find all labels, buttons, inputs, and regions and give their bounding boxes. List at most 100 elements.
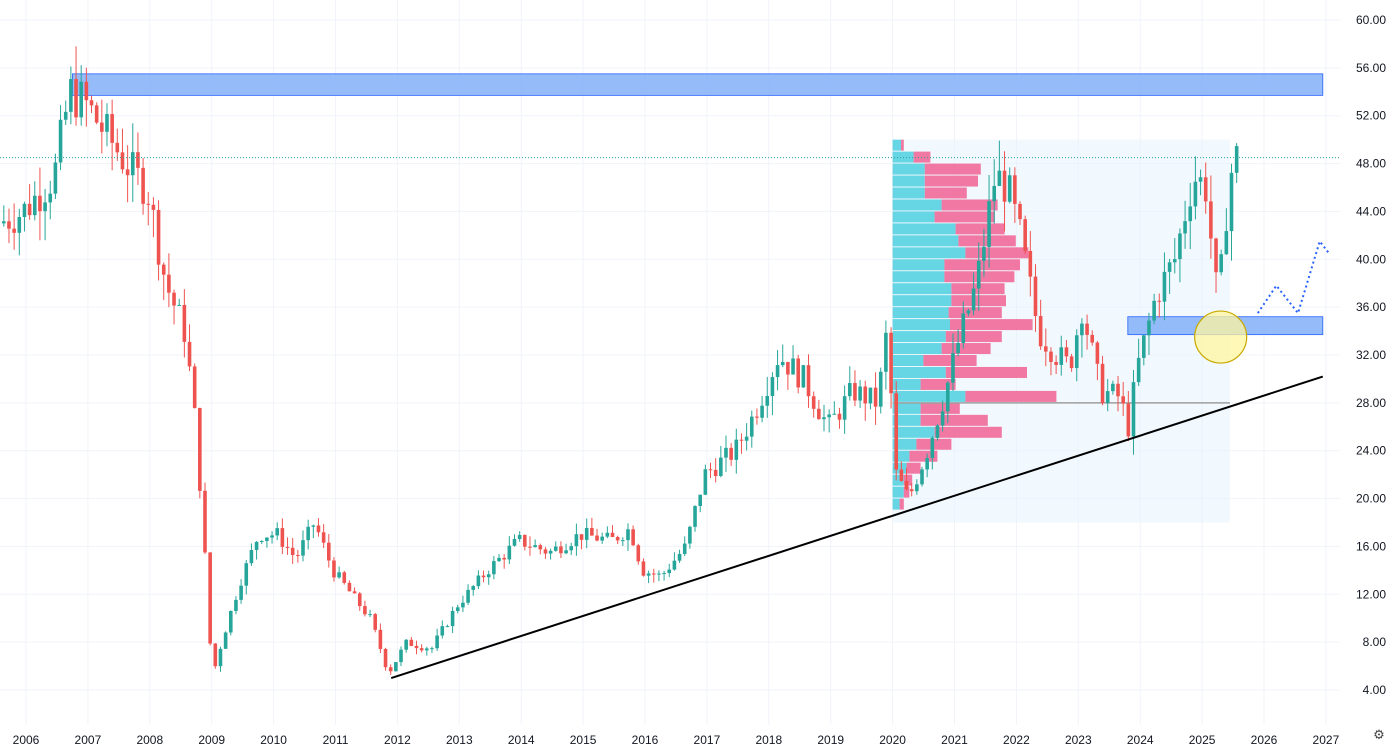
profile-down-21 (965, 390, 1057, 402)
candle-body-96 (497, 557, 501, 562)
y-axis: 4.00 8.00 12.00 16.00 20.00 24.00 28.00 32.00 36… (1356, 13, 1386, 697)
profile-up-28 (892, 474, 904, 486)
candle-body-38 (198, 407, 202, 491)
candle-110 (569, 542, 574, 556)
candle-body-136 (703, 469, 708, 495)
candle-147 (760, 395, 764, 423)
candle-204 (1054, 355, 1058, 375)
candle-body-59 (306, 526, 310, 541)
candle-77 (399, 646, 403, 667)
candle-206 (1064, 340, 1069, 363)
candle-0 (2, 205, 6, 227)
candle-body-182 (940, 411, 945, 426)
x-tick-label-17: 2023 (1065, 733, 1092, 747)
highlight-circle (1194, 310, 1248, 364)
candle-body-154 (796, 358, 801, 388)
x-tick-label-12: 2018 (755, 733, 782, 747)
candle-body-147 (760, 405, 764, 418)
candle-2 (12, 203, 16, 250)
profile-up-8 (892, 235, 959, 247)
candle-body-47 (244, 563, 249, 586)
candle-227 (1172, 238, 1177, 274)
candle-119 (615, 535, 620, 545)
candle-body-169 (873, 387, 878, 407)
candle-body-175 (904, 480, 909, 490)
candle-171 (884, 320, 888, 390)
candle-96 (497, 554, 501, 562)
candle-145 (749, 410, 754, 448)
candle-body-26 (136, 152, 140, 168)
candle-body-134 (693, 506, 697, 527)
candle-body-60 (311, 525, 316, 527)
candle-167 (863, 380, 868, 421)
candle-187 (966, 308, 971, 317)
candle-body-106 (548, 550, 553, 554)
candle-156 (806, 354, 811, 408)
candle-235 (1214, 237, 1218, 293)
candle-121 (626, 523, 630, 551)
candle-71 (368, 609, 372, 618)
y-tick-label-10: 44.00 (1356, 204, 1386, 218)
y-tick-label-5: 24.00 (1356, 444, 1386, 458)
candle-body-230 (1188, 206, 1193, 222)
candle-192 (992, 159, 997, 224)
profile-down-12 (951, 283, 1005, 295)
candle-body-36 (187, 341, 192, 367)
candle-body-152 (786, 362, 790, 375)
profile-up-7 (892, 223, 956, 235)
y-tick-label-11: 48.00 (1356, 157, 1386, 171)
candle-105 (543, 546, 548, 559)
candle-133 (688, 525, 692, 549)
candle-238 (1229, 163, 1234, 261)
candle-237 (1224, 208, 1229, 255)
candle-body-210 (1085, 323, 1089, 335)
candle-body-186 (961, 313, 966, 343)
candle-body-39 (203, 490, 207, 553)
candle-body-128 (662, 573, 666, 575)
candle-body-197 (1018, 203, 1022, 220)
candle-body-121 (626, 529, 630, 541)
candle-112 (579, 534, 584, 550)
candle-182 (940, 400, 945, 432)
candle-body-142 (734, 439, 739, 460)
candle-72 (373, 612, 378, 633)
candle-88 (455, 604, 460, 614)
profile-up-20 (892, 378, 921, 390)
candle-body-54 (280, 528, 285, 547)
candle-208 (1074, 329, 1079, 382)
candle-body-224 (1157, 300, 1162, 302)
candle-129 (667, 563, 672, 578)
gear-icon[interactable]: ⚙ (1373, 727, 1385, 743)
candle-15 (79, 65, 83, 126)
profile-down-19 (945, 366, 1027, 378)
candle-body-171 (884, 332, 888, 372)
candle-176 (909, 483, 914, 497)
candle-69 (357, 591, 362, 611)
x-tick-label-16: 2022 (1003, 733, 1030, 747)
profile-down-9 (965, 247, 1029, 259)
y-tick-label-2: 12.00 (1356, 587, 1386, 601)
candle-118 (610, 525, 615, 538)
candle-183 (945, 381, 950, 424)
candle-81 (419, 644, 424, 653)
candle-188 (971, 272, 976, 316)
candle-body-145 (749, 416, 754, 437)
candle-52 (270, 531, 274, 544)
candle-79 (409, 636, 414, 647)
candle-body-103 (533, 545, 537, 548)
resistance-zone (72, 73, 1324, 96)
candle-177 (915, 479, 919, 495)
x-tick-label-13: 2019 (817, 733, 844, 747)
candle-160 (827, 409, 831, 433)
candle-body-124 (641, 561, 646, 576)
x-tick-label-10: 2016 (632, 733, 659, 747)
candle-30 (156, 200, 161, 281)
x-tick-label-6: 2012 (384, 733, 411, 747)
candle-body-132 (682, 543, 687, 554)
candle-body-13 (69, 79, 73, 112)
candle-141 (729, 443, 733, 466)
candle-154 (796, 354, 801, 394)
candle-body-213 (1100, 363, 1105, 404)
candle-213 (1100, 355, 1105, 406)
